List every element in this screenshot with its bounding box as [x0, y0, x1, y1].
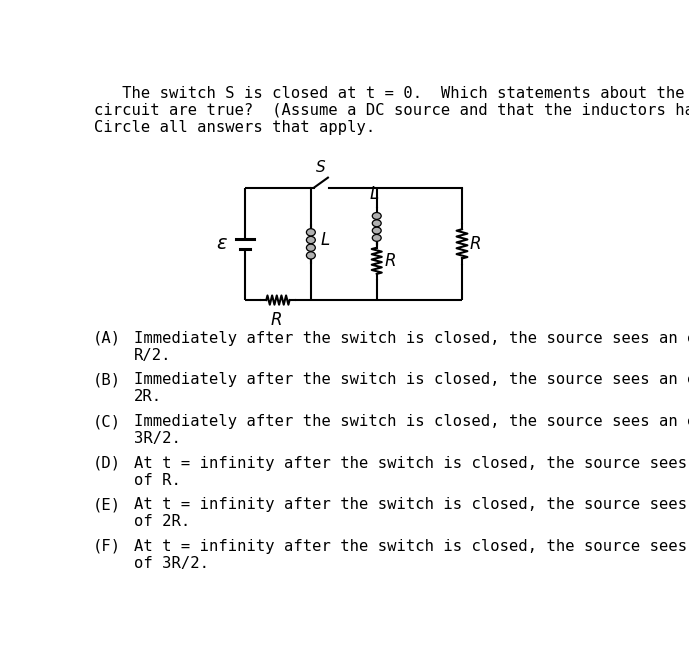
Text: (B): (B): [92, 372, 121, 387]
Text: R: R: [271, 311, 282, 329]
Ellipse shape: [307, 237, 316, 244]
Text: of 2R.: of 2R.: [134, 514, 190, 529]
Text: of 3R/2.: of 3R/2.: [134, 556, 209, 571]
Text: of R.: of R.: [134, 473, 181, 488]
Text: At t = infinity after the switch is closed, the source sees an equivalent resist: At t = infinity after the switch is clos…: [134, 497, 689, 512]
Ellipse shape: [307, 252, 316, 259]
Text: (A): (A): [92, 331, 121, 346]
Ellipse shape: [372, 220, 381, 227]
Text: (C): (C): [92, 414, 121, 429]
Text: circuit are true?  (Assume a DC source and that the inductors have no resistance: circuit are true? (Assume a DC source an…: [94, 103, 689, 118]
Text: Immediately after the switch is closed, the source sees an equivalent resistance: Immediately after the switch is closed, …: [134, 372, 689, 387]
Ellipse shape: [372, 212, 381, 219]
Text: Immediately after the switch is closed, the source sees an equivalent resistance: Immediately after the switch is closed, …: [134, 414, 689, 429]
Ellipse shape: [372, 235, 381, 241]
Text: (F): (F): [92, 539, 121, 554]
Text: L: L: [320, 231, 329, 249]
Text: R: R: [384, 252, 396, 270]
Text: Circle all answers that apply.: Circle all answers that apply.: [94, 120, 375, 135]
Text: 2R.: 2R.: [134, 389, 163, 405]
Text: 3R/2.: 3R/2.: [134, 431, 181, 446]
Text: At t = infinity after the switch is closed, the source sees an equivalent resist: At t = infinity after the switch is clos…: [134, 455, 689, 471]
Text: $\varepsilon$: $\varepsilon$: [216, 235, 228, 253]
Ellipse shape: [307, 244, 316, 251]
Ellipse shape: [307, 229, 316, 236]
Text: (D): (D): [92, 455, 121, 471]
Text: R: R: [470, 235, 481, 253]
Text: R/2.: R/2.: [134, 348, 172, 363]
Text: L: L: [370, 185, 379, 203]
Text: At t = infinity after the switch is closed, the source sees an equivalent resist: At t = infinity after the switch is clos…: [134, 539, 689, 554]
Text: S: S: [316, 160, 326, 175]
Text: The switch S is closed at t = 0.  Which statements about the following RL: The switch S is closed at t = 0. Which s…: [94, 86, 689, 101]
Ellipse shape: [372, 227, 381, 234]
Text: (E): (E): [92, 497, 121, 512]
Text: Immediately after the switch is closed, the source sees an equivalent resistance: Immediately after the switch is closed, …: [134, 331, 689, 346]
